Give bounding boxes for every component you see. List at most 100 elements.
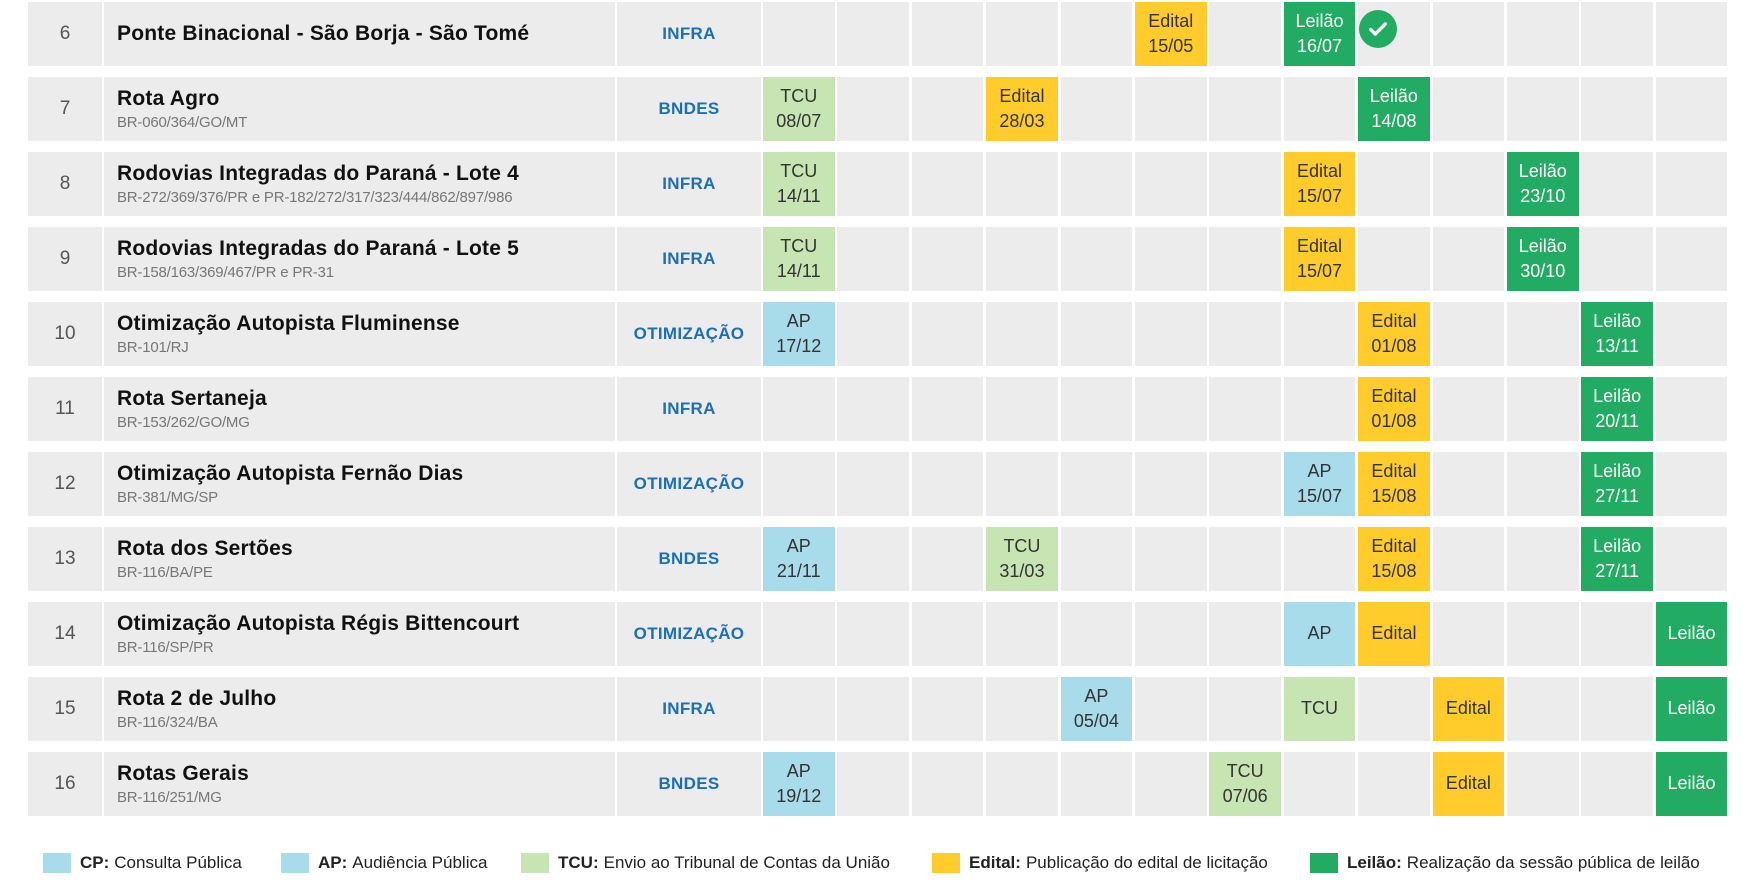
project-category: OTIMIZAÇÃO: [617, 302, 761, 366]
legend-item-leilao: Leilão: Realização da sessão pública de …: [1310, 853, 1700, 873]
project-title: Otimização Autopista Régis Bittencourt: [117, 612, 520, 635]
timeline-cell: [1507, 452, 1579, 516]
milestone-label: Edital: [1371, 310, 1417, 331]
legend-key-edital: Edital:: [969, 853, 1021, 872]
legend-item-cp: CP: Consulta Pública: [43, 853, 242, 873]
timeline-cell: [1432, 302, 1505, 366]
milestone-label: Leilão: [1593, 310, 1642, 331]
timeline-cell: [1209, 227, 1281, 291]
milestone-leilao: Leilão 30/10: [1507, 227, 1579, 291]
legend-swatch-leilao: [1310, 853, 1338, 873]
timeline-cell: [1655, 452, 1728, 516]
project-category: BNDES: [617, 527, 761, 591]
legend-item-ap: AP: Audiência Pública: [281, 853, 487, 873]
timeline-cell: [986, 677, 1058, 741]
timeline-cell: [1581, 227, 1653, 291]
timeline-cell: [1432, 152, 1505, 216]
timeline-cell: [1060, 452, 1133, 516]
milestone-label: Leilão: [1593, 535, 1642, 556]
timeline-cell: [1209, 377, 1281, 441]
timeline-cell: [1135, 152, 1207, 216]
timeline-cell: [1358, 152, 1430, 216]
legend: CP: Consulta Pública AP: Audiência Públi…: [0, 853, 1759, 877]
timeline-cell: [837, 452, 909, 516]
milestone-tcu: TCU 14/11: [763, 152, 835, 216]
project-name-cell: Ponte Binacional - São Borja - São Tomé: [104, 2, 615, 66]
timeline-cell: [837, 602, 909, 666]
project-name-cell: Rodovias Integradas do Paraná - Lote 4 BR…: [104, 152, 615, 216]
legend-key-tcu: TCU:: [558, 853, 599, 872]
project-title: Otimização Autopista Fluminense: [117, 312, 460, 335]
legend-swatch-cp: [43, 853, 71, 873]
timeline-cell: [911, 527, 984, 591]
milestone-label: Edital: [1297, 160, 1343, 181]
milestone-label: Edital: [1371, 623, 1417, 644]
project-name-cell: Rota Sertaneja BR-153/262/GO/MG: [104, 377, 615, 441]
project-title: Rota dos Sertões: [117, 537, 293, 560]
timeline-cell: [1209, 2, 1281, 66]
row-number: 12: [28, 452, 102, 516]
milestone-date: 28/03: [999, 111, 1045, 131]
project-category: INFRA: [617, 677, 761, 741]
milestone-date: 27/11: [1595, 486, 1639, 506]
project-subtitle: BR-153/262/GO/MG: [117, 414, 250, 431]
milestone-date: 17/12: [776, 336, 822, 356]
milestone-edital: Edital: [1432, 677, 1505, 741]
row-number: 9: [28, 227, 102, 291]
milestone-date: 14/11: [776, 186, 821, 206]
timeline-cell: [1655, 152, 1728, 216]
milestone-label: Leilão: [1667, 773, 1716, 794]
timeline-cell: [1432, 602, 1505, 666]
timeline-cell: [986, 227, 1058, 291]
milestone-label: Leilão: [1369, 85, 1418, 106]
timeline-cell: [1209, 602, 1281, 666]
milestone-label: Leilão: [1667, 623, 1716, 644]
milestone-date: 23/10: [1520, 186, 1566, 206]
project-name-cell: Otimização Autopista Régis Bittencourt BR…: [104, 602, 615, 666]
timeline-cell: [1507, 302, 1579, 366]
project-name-cell: Rodovias Integradas do Paraná - Lote 5 BR…: [104, 227, 615, 291]
timeline-cell: [1135, 452, 1207, 516]
timeline-cell: [1283, 752, 1356, 816]
timeline-cell: [1507, 2, 1579, 66]
timeline-cell: [986, 452, 1058, 516]
milestone-edital: Edital 15/08: [1358, 452, 1430, 516]
milestone-label: Leilão: [1593, 460, 1642, 481]
project-subtitle: BR-116/324/BA: [117, 714, 218, 731]
milestone-date: 15/08: [1371, 486, 1417, 506]
milestone-date: 15/08: [1371, 561, 1417, 581]
timeline-cell: [1507, 377, 1579, 441]
row-number: 6: [28, 2, 102, 66]
timeline-cell: [763, 377, 835, 441]
timeline-cell: [1507, 602, 1579, 666]
timeline-cell: [1432, 527, 1505, 591]
project-category: BNDES: [617, 752, 761, 816]
milestone-label: AP: [1307, 460, 1332, 481]
milestone-ap: AP 21/11: [763, 527, 835, 591]
row-number: 7: [28, 77, 102, 141]
project-name-cell: Rota Agro BR-060/364/GO/MT: [104, 77, 615, 141]
timeline-cell: [837, 2, 909, 66]
legend-swatch-edital: [932, 853, 960, 873]
timeline-cell: [1581, 2, 1653, 66]
milestone-label: TCU: [1226, 760, 1264, 781]
milestone-label: TCU: [780, 85, 818, 106]
milestone-label: Edital: [1371, 460, 1417, 481]
timeline-cell: [1060, 377, 1133, 441]
milestone-ap: AP 05/04: [1060, 677, 1133, 741]
legend-text-tcu: Envio ao Tribunal de Contas da União: [603, 853, 890, 872]
timeline-cell: [1135, 77, 1207, 141]
milestone-leilao: Leilão: [1655, 752, 1728, 816]
timeline-cell: [1358, 227, 1430, 291]
milestone-label: TCU: [780, 160, 818, 181]
timeline-cell: [1432, 2, 1505, 66]
milestone-edital: Edital 15/08: [1358, 527, 1430, 591]
project-title: Ponte Binacional - São Borja - São Tomé: [117, 22, 530, 45]
timeline-cell: [1060, 2, 1133, 66]
milestone-label: Edital: [1445, 698, 1491, 719]
milestone-leilao: Leilão 14/08: [1358, 77, 1430, 141]
milestone-label: Edital: [1148, 10, 1194, 31]
milestone-date: 05/04: [1073, 711, 1119, 731]
timeline-cell: [1432, 377, 1505, 441]
timeline-cell: [1507, 752, 1579, 816]
